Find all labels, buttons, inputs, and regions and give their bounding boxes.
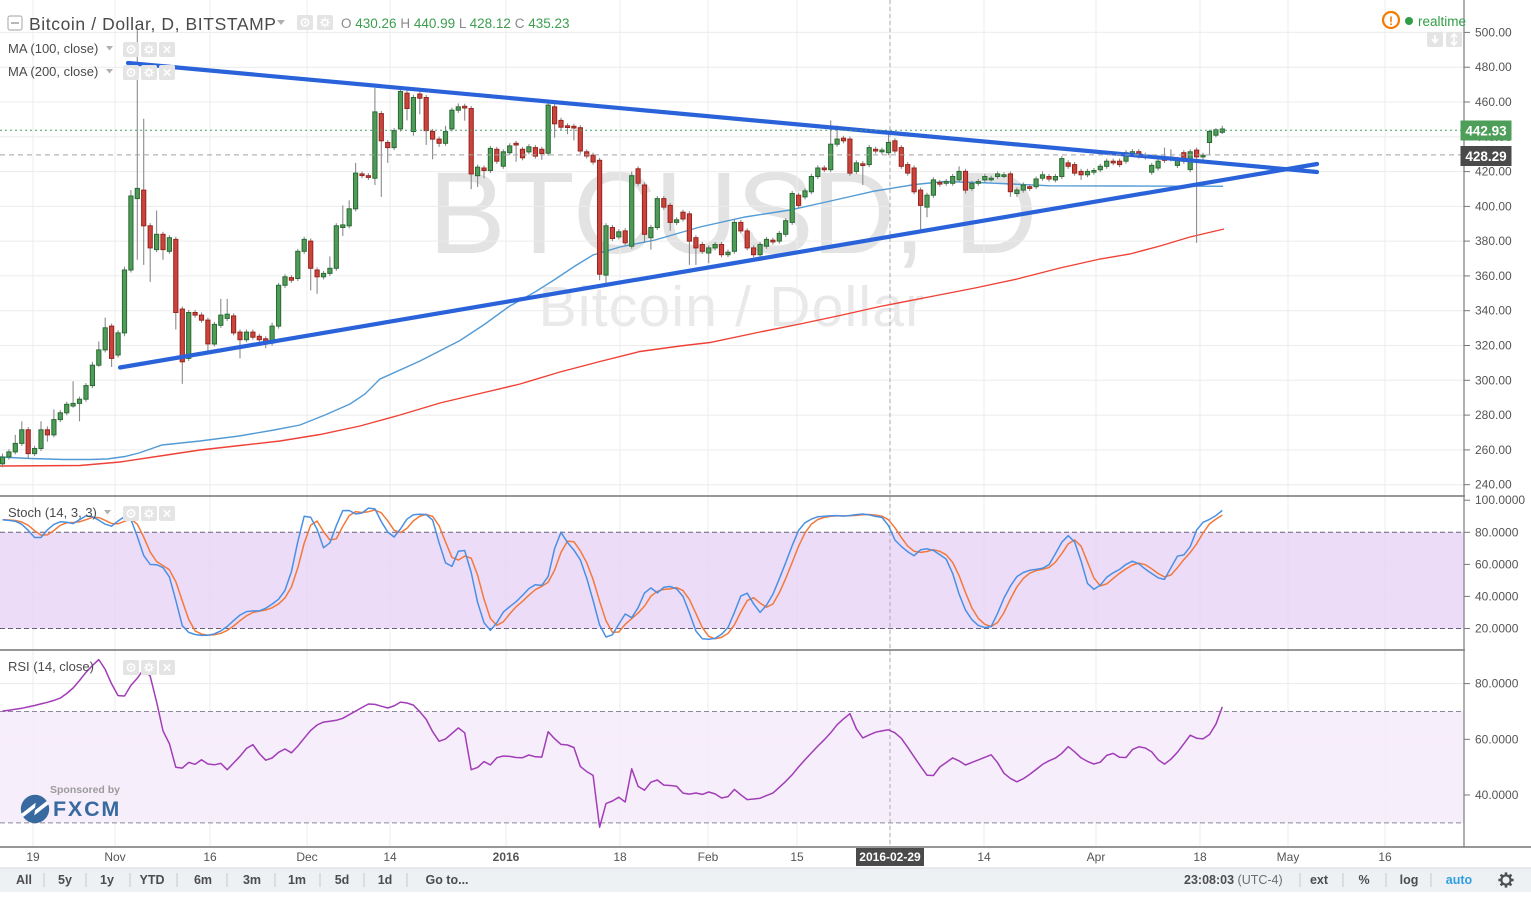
svg-text:5y: 5y [58, 873, 72, 887]
svg-text:16: 16 [1378, 850, 1392, 864]
svg-text:280.00: 280.00 [1475, 408, 1512, 422]
svg-text:Feb: Feb [698, 850, 719, 864]
svg-text:18: 18 [613, 850, 627, 864]
svg-text:auto: auto [1446, 873, 1473, 887]
svg-text:YTD: YTD [140, 873, 165, 887]
svg-text:80.0000: 80.0000 [1475, 525, 1519, 539]
svg-text:Dec: Dec [296, 850, 317, 864]
svg-text:80.0000: 80.0000 [1475, 677, 1519, 691]
svg-text:1y: 1y [100, 873, 114, 887]
svg-text:442.93: 442.93 [1465, 124, 1507, 139]
svg-text:428.29: 428.29 [1465, 149, 1506, 164]
svg-text:16: 16 [203, 850, 217, 864]
svg-text:40.0000: 40.0000 [1475, 589, 1519, 603]
svg-text:1d: 1d [378, 873, 393, 887]
svg-text:100.0000: 100.0000 [1475, 493, 1525, 507]
svg-text:!: ! [1389, 14, 1393, 28]
svg-text:40.0000: 40.0000 [1475, 788, 1519, 802]
svg-text:2016-02-29: 2016-02-29 [859, 850, 921, 864]
svg-text:MA (200, close): MA (200, close) [8, 64, 98, 79]
svg-text:May: May [1277, 850, 1300, 864]
svg-text:60.0000: 60.0000 [1475, 557, 1519, 571]
svg-text:Apr: Apr [1087, 850, 1106, 864]
svg-text:3m: 3m [243, 873, 261, 887]
svg-text:log: log [1400, 873, 1419, 887]
svg-text:480.00: 480.00 [1475, 60, 1512, 74]
svg-text:RSI (14, close): RSI (14, close) [8, 659, 94, 674]
svg-text:Go to...: Go to... [425, 873, 468, 887]
svg-text:ext: ext [1310, 873, 1329, 887]
svg-text:MA (100, close): MA (100, close) [8, 41, 98, 56]
svg-text:6m: 6m [194, 873, 212, 887]
svg-text:340.00: 340.00 [1475, 304, 1512, 318]
svg-text:380.00: 380.00 [1475, 234, 1512, 248]
svg-text:320.00: 320.00 [1475, 339, 1512, 353]
svg-text:2016: 2016 [493, 850, 520, 864]
svg-text:60.0000: 60.0000 [1475, 732, 1519, 746]
svg-text:realtime: realtime [1418, 14, 1466, 29]
svg-text:14: 14 [383, 850, 397, 864]
svg-text:18: 18 [1193, 850, 1207, 864]
svg-text:All: All [16, 873, 32, 887]
svg-text:5d: 5d [335, 873, 350, 887]
svg-text:460.00: 460.00 [1475, 95, 1512, 109]
svg-text:500.00: 500.00 [1475, 25, 1512, 39]
svg-text:%: % [1358, 873, 1369, 887]
svg-text:14: 14 [977, 850, 991, 864]
svg-text:1m: 1m [288, 873, 306, 887]
svg-text:BTCUSD, D: BTCUSD, D [428, 148, 1035, 278]
svg-text:400.00: 400.00 [1475, 199, 1512, 213]
svg-text:Bitcoin / Dollar, D, BITSTAMP: Bitcoin / Dollar, D, BITSTAMP [29, 14, 277, 34]
svg-text:15: 15 [790, 850, 804, 864]
svg-text:Stoch (14, 3, 3): Stoch (14, 3, 3) [8, 505, 97, 520]
svg-text:23:08:03 (UTC-4): 23:08:03 (UTC-4) [1184, 873, 1283, 887]
svg-text:Nov: Nov [104, 850, 125, 864]
svg-text:Sponsored by: Sponsored by [50, 784, 120, 796]
svg-text:FXCM: FXCM [53, 797, 121, 821]
svg-text:20.0000: 20.0000 [1475, 622, 1519, 636]
svg-text:260.00: 260.00 [1475, 443, 1512, 457]
svg-text:360.00: 360.00 [1475, 269, 1512, 283]
svg-text:19: 19 [26, 850, 40, 864]
svg-text:300.00: 300.00 [1475, 373, 1512, 387]
svg-text:O 430.26 H 440.99 L 428.12 C 4: O 430.26 H 440.99 L 428.12 C 435.23 [341, 16, 570, 31]
svg-text:240.00: 240.00 [1475, 478, 1512, 492]
svg-text:420.00: 420.00 [1475, 165, 1512, 179]
